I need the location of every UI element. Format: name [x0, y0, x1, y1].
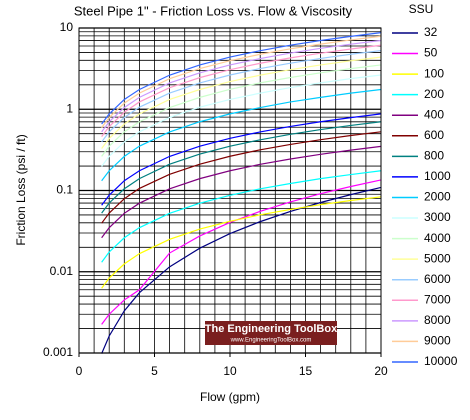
watermark: The Engineering ToolBox www.EngineeringT…	[205, 321, 338, 345]
legend-title: SSU	[409, 2, 434, 16]
series-line	[101, 131, 382, 224]
series-line	[101, 170, 382, 263]
watermark-text: The Engineering ToolBox	[205, 323, 338, 335]
y-tick-label: 10	[60, 20, 74, 34]
x-tick-label: 5	[151, 364, 158, 378]
legend-label: 6000	[424, 272, 451, 286]
legend-label: 50	[424, 46, 438, 60]
series-line	[101, 49, 382, 143]
series-line	[101, 88, 382, 182]
series-lines	[101, 32, 382, 354]
legend: 32 50 100 200 400 600 800 1000 2000 3000 4000 5000 6…	[392, 25, 458, 368]
watermark-url: www.EngineeringToolBox.com	[230, 338, 312, 344]
series-line	[101, 179, 382, 325]
series-line	[101, 39, 382, 133]
x-tick-label: 10	[223, 364, 237, 378]
y-tick-label: 0.1	[56, 183, 73, 197]
legend-label: 400	[424, 107, 444, 121]
series-line	[101, 35, 382, 128]
y-tick-label: 1	[66, 101, 73, 115]
legend-label: 5000	[424, 251, 451, 265]
series-line	[101, 186, 382, 354]
legend-label: 200	[424, 87, 444, 101]
legend-label: 10000	[424, 354, 458, 368]
y-axis-label: Friction Loss (psi / ft)	[14, 134, 28, 245]
legend-label: 32	[424, 25, 438, 39]
series-line	[101, 44, 382, 138]
legend-label: 8000	[424, 313, 451, 327]
series-line	[101, 113, 382, 206]
x-axis-label: Flow (gpm)	[200, 390, 260, 404]
series-line	[101, 32, 382, 125]
x-tick-label: 20	[374, 364, 388, 378]
series-line	[101, 64, 382, 157]
legend-label: 100	[424, 66, 444, 80]
x-tick-label: 0	[76, 364, 83, 378]
legend-label: 4000	[424, 231, 451, 245]
series-line	[101, 196, 382, 289]
legend-label: 2000	[424, 190, 451, 204]
legend-label: 800	[424, 149, 444, 163]
legend-label: 9000	[424, 334, 451, 348]
legend-label: 3000	[424, 210, 451, 224]
series-line	[101, 74, 382, 167]
y-tick-label: 0.01	[50, 264, 74, 278]
series-line	[101, 145, 382, 239]
x-tick-label: 15	[299, 364, 313, 378]
legend-label: 1000	[424, 169, 451, 183]
series-line	[101, 56, 382, 149]
chart-title: Steel Pipe 1" - Friction Loss vs. Flow &…	[74, 3, 353, 18]
legend-label: 600	[424, 128, 444, 142]
legend-label: 7000	[424, 292, 451, 306]
y-tick-label: 0.001	[43, 345, 73, 359]
series-line	[101, 121, 382, 214]
watermark-box	[205, 321, 337, 345]
